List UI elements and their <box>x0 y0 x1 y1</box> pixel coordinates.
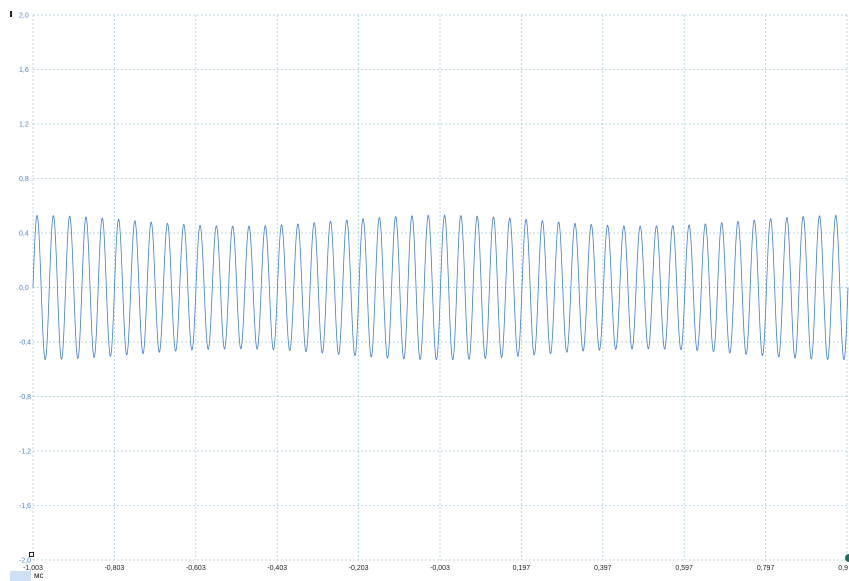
x-tick-label: -0,203 <box>349 565 369 572</box>
unit-badge <box>10 571 31 581</box>
x-tick-label: -0,803 <box>104 565 124 572</box>
y-tick-label: -0,4 <box>19 340 31 347</box>
x-tick-label: 0,397 <box>594 565 612 572</box>
channel-marker-icon <box>10 11 12 17</box>
x-tick-label: 0,197 <box>513 565 531 572</box>
x-tick-label: 0,9 <box>838 565 848 572</box>
y-tick-label: 0,8 <box>19 176 29 183</box>
y-tick-label: -2,0 <box>19 558 31 565</box>
x-tick-label: -1,003 <box>23 565 43 572</box>
y-tick-label: 1,2 <box>19 122 29 129</box>
x-tick-label: -0,403 <box>267 565 287 572</box>
y-tick-label: 0,0 <box>19 285 29 292</box>
waveform-trace <box>32 214 849 361</box>
x-tick-label: 0,597 <box>675 565 693 572</box>
x-tick-label: 0,797 <box>757 565 775 572</box>
x-axis-unit: мс <box>34 571 44 580</box>
y-tick-label: 2,0 <box>19 13 29 20</box>
cursor-handle-icon[interactable] <box>29 552 34 557</box>
trigger-handle-icon[interactable] <box>845 554 849 562</box>
y-tick-label: -1,6 <box>19 503 31 510</box>
y-tick-label: -1,2 <box>19 449 31 456</box>
y-tick-label: 0,4 <box>19 231 29 238</box>
x-tick-label: -0,003 <box>430 565 450 572</box>
y-tick-label: 1,6 <box>19 67 29 74</box>
y-tick-label: -0,8 <box>19 394 31 401</box>
x-tick-label: -0,603 <box>186 565 206 572</box>
